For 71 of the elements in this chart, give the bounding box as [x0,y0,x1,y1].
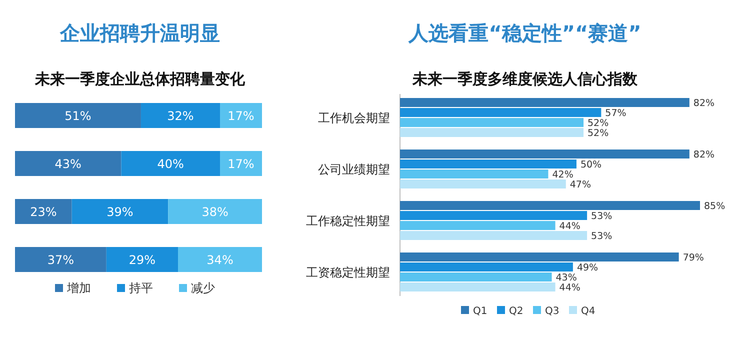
data-label: 40% [157,157,184,171]
legend-label: 持平 [129,281,153,295]
bar [15,247,106,272]
bar [400,231,588,240]
chart-subtitle: 未来一季度多维度候选人信心指数 [412,70,638,88]
bar [400,221,556,230]
data-label: 82% [693,150,715,160]
bar [400,98,690,107]
bar [400,128,584,137]
data-label: 42% [552,170,574,180]
data-label: 52% [588,118,609,129]
legend-label: 增加 [66,281,91,295]
data-label: 17% [228,109,254,123]
bar [220,151,262,176]
bar [121,151,220,176]
bar [400,211,588,220]
data-label: 44% [559,221,580,232]
data-label: 50% [580,160,602,170]
bar [15,103,141,128]
legend-label: Q3 [545,306,560,317]
data-label: 79% [682,252,704,264]
y-tick-label: 工作机会期望 [318,111,390,125]
chart-title: 企业招聘升温明显 [59,21,220,45]
legend-label: 减少 [191,281,215,295]
bar [72,199,168,224]
data-label: 38% [202,205,228,219]
data-label: 32% [167,109,194,123]
chart-title: 人选看重“稳定性”“赛道” [408,21,642,45]
legend-label: Q4 [581,306,596,317]
chart-subtitle: 未来一季度企业总体招聘量变化 [34,70,246,88]
data-label: 57% [605,108,626,119]
bar [400,160,576,168]
data-label: 43% [54,157,82,171]
y-tick-label: 公司业绩期望 [318,162,390,176]
data-label: 37% [47,253,74,267]
bar [400,252,679,262]
bar [15,199,72,224]
data-label: 44% [559,282,580,294]
data-label: 53% [591,211,612,222]
data-label: 29% [128,253,156,267]
bar [220,103,262,128]
y-tick-label: 工资稳定性期望 [306,266,390,280]
bar [15,151,122,176]
bar [400,108,602,117]
data-label: 17% [228,157,254,171]
data-label: 53% [591,231,612,242]
data-label: 23% [30,205,57,219]
data-label: 85% [704,201,726,212]
y-tick-label: 工作稳定性期望 [306,214,390,228]
bar [168,199,262,224]
data-label: 34% [206,253,234,267]
bar [400,150,690,158]
bar [400,282,556,292]
data-label: 51% [64,109,92,123]
data-label: 47% [570,180,592,190]
data-label: 52% [588,128,609,139]
bar [400,262,573,272]
bar [400,118,584,127]
data-label: 49% [576,262,598,274]
bar [400,272,552,282]
bar [106,247,178,272]
legend-label: Q1 [473,306,488,317]
bar [400,201,700,210]
bar [178,247,262,272]
data-label: 39% [106,205,134,219]
data-label: 82% [693,98,715,109]
bar [400,180,566,188]
legend-label: Q2 [509,306,524,317]
bar [400,170,548,178]
data-label: 43% [556,272,577,284]
bar [140,103,220,128]
